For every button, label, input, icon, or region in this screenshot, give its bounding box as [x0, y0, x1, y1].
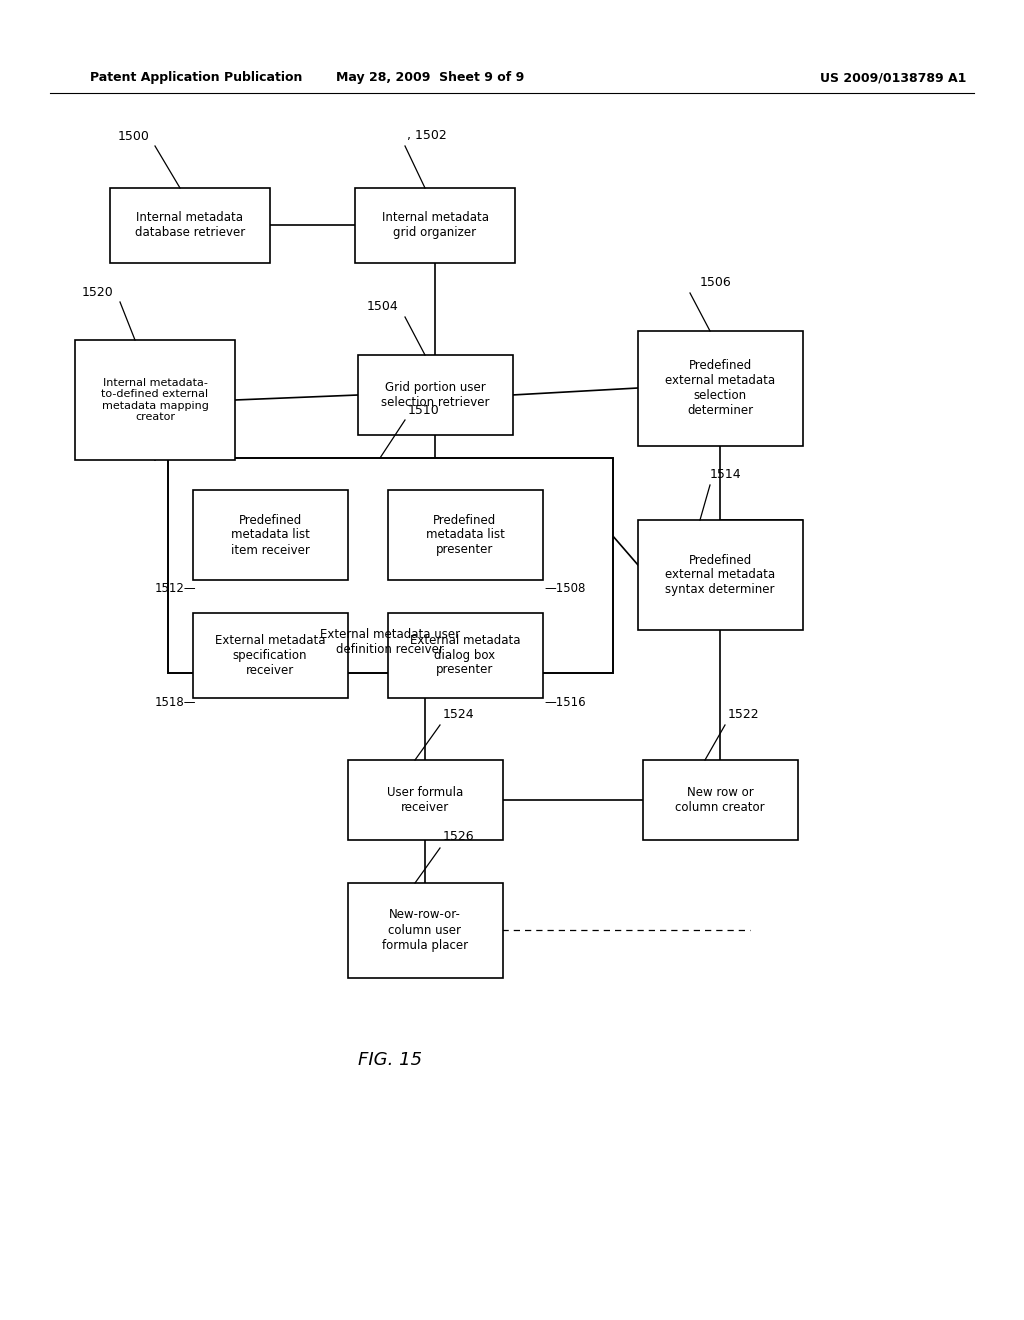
- Text: External metadata
dialog box
presenter: External metadata dialog box presenter: [410, 634, 520, 676]
- Bar: [110, 187, 270, 263]
- Bar: [347, 760, 503, 840]
- Text: 1506: 1506: [700, 276, 732, 289]
- Bar: [642, 760, 798, 840]
- Text: New-row-or-
column user
formula placer: New-row-or- column user formula placer: [382, 908, 468, 952]
- Text: 1512—: 1512—: [155, 582, 197, 594]
- Text: —1508: —1508: [544, 582, 586, 594]
- Text: 1514: 1514: [710, 467, 741, 480]
- Text: Predefined
metadata list
presenter: Predefined metadata list presenter: [426, 513, 505, 557]
- Text: 1518—: 1518—: [155, 696, 197, 709]
- Text: 1500: 1500: [118, 129, 150, 143]
- Text: External metadata
specification
receiver: External metadata specification receiver: [215, 634, 326, 676]
- Bar: [387, 612, 543, 697]
- Text: Predefined
external metadata
selection
determiner: Predefined external metadata selection d…: [665, 359, 775, 417]
- Bar: [75, 341, 234, 459]
- Bar: [193, 612, 347, 697]
- Bar: [168, 458, 612, 672]
- Text: 1520: 1520: [82, 285, 114, 298]
- Text: Internal metadata-
to-defined external
metadata mapping
creator: Internal metadata- to-defined external m…: [101, 378, 209, 422]
- Bar: [347, 883, 503, 978]
- Text: Grid portion user
selection retriever: Grid portion user selection retriever: [381, 381, 489, 409]
- Bar: [638, 330, 803, 446]
- Text: May 28, 2009  Sheet 9 of 9: May 28, 2009 Sheet 9 of 9: [336, 71, 524, 84]
- Text: Predefined
external metadata
syntax determiner: Predefined external metadata syntax dete…: [665, 553, 775, 597]
- Text: , 1502: , 1502: [407, 129, 446, 143]
- Text: 1510: 1510: [408, 404, 439, 417]
- Text: New row or
column creator: New row or column creator: [675, 785, 765, 814]
- Text: External metadata user
definition receiver: External metadata user definition receiv…: [319, 628, 460, 656]
- Text: —1516: —1516: [544, 696, 586, 709]
- Text: US 2009/0138789 A1: US 2009/0138789 A1: [820, 71, 967, 84]
- Text: 1526: 1526: [443, 830, 475, 843]
- Bar: [193, 490, 347, 579]
- Bar: [357, 355, 512, 436]
- Text: Patent Application Publication: Patent Application Publication: [90, 71, 302, 84]
- Bar: [355, 187, 515, 263]
- Text: Internal metadata
database retriever: Internal metadata database retriever: [135, 211, 245, 239]
- Text: User formula
receiver: User formula receiver: [387, 785, 463, 814]
- Text: Predefined
metadata list
item receiver: Predefined metadata list item receiver: [230, 513, 309, 557]
- Text: FIG. 15: FIG. 15: [358, 1051, 422, 1069]
- Text: 1504: 1504: [367, 301, 398, 314]
- Text: 1524: 1524: [443, 708, 475, 721]
- Bar: [387, 490, 543, 579]
- Text: Internal metadata
grid organizer: Internal metadata grid organizer: [382, 211, 488, 239]
- Text: 1522: 1522: [728, 708, 760, 721]
- Bar: [638, 520, 803, 630]
